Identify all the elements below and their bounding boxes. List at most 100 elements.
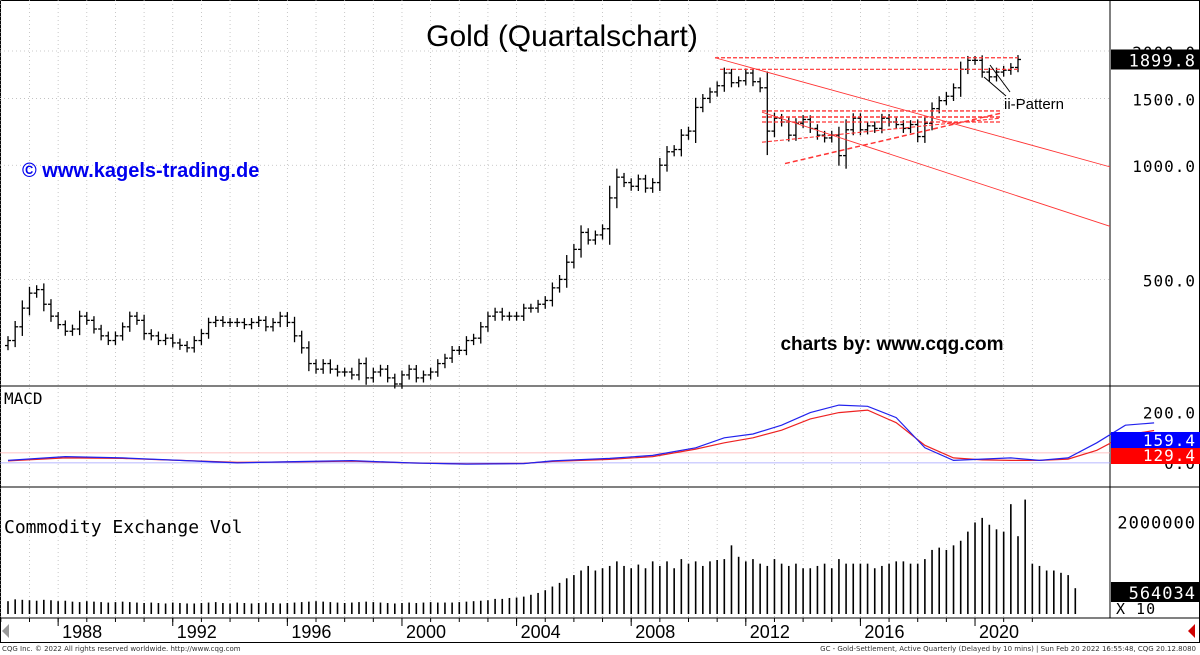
ohlc-bar — [384, 364, 391, 383]
ohlc-bar — [284, 311, 291, 327]
last-price-label: 1899.8 — [1129, 51, 1196, 71]
ohlc-bar — [914, 119, 921, 143]
ohlc-bar — [484, 311, 491, 332]
price-tick-label: 1000.0 — [1132, 157, 1196, 176]
ohlc-bar — [671, 145, 678, 157]
annotation-label: ii-Pattern — [1004, 96, 1064, 113]
ohlc-bar — [957, 61, 964, 97]
ohlc-bar — [499, 307, 506, 321]
ohlc-bar — [162, 333, 169, 346]
ohlc-bar — [692, 97, 699, 143]
ohlc-bar — [320, 359, 327, 374]
macd-tick-label: 200.0 — [1143, 404, 1196, 423]
ohlc-bar — [635, 174, 642, 191]
ohlc-bar — [298, 330, 305, 354]
ohlc-bar — [262, 316, 269, 332]
ohlc-bar — [535, 299, 542, 313]
ohlc-bar — [742, 68, 749, 86]
ohlc-bar — [470, 333, 477, 346]
ohlc-bar — [664, 146, 671, 172]
ohlc-bar — [234, 318, 241, 327]
ohlc-bar — [950, 83, 957, 101]
ohlc-bar — [391, 373, 398, 389]
ohlc-bar — [506, 311, 513, 321]
ohlc-bar — [943, 91, 950, 106]
ohlc-bar — [19, 300, 26, 336]
ohlc-bar — [341, 367, 348, 377]
macd-signal-line — [7, 409, 1155, 465]
ohlc-bar — [527, 303, 534, 313]
signal-last-box — [1111, 448, 1200, 464]
scroll-right-icon — [1188, 624, 1195, 638]
ohlc-bar — [964, 55, 971, 75]
ohlc-bar — [864, 121, 871, 135]
ohlc-bar — [828, 130, 835, 143]
ohlc-bar — [90, 316, 97, 334]
ohlc-bar — [642, 174, 649, 193]
ohlc-bar — [126, 311, 133, 332]
price-tick-label: 1500.0 — [1132, 90, 1196, 109]
ohlc-bar — [434, 359, 441, 377]
macd-last-label: 159.4 — [1143, 431, 1196, 450]
ohlc-bar — [778, 113, 785, 127]
footer-copyright: CQG Inc. © 2022 All rights reserved worl… — [2, 645, 241, 653]
price-tick-label: 500.0 — [1143, 271, 1196, 290]
ohlc-bar — [155, 331, 162, 346]
ohlc-bar — [205, 317, 212, 339]
x-tick-label: 2000 — [406, 622, 446, 642]
ohlc-bar — [893, 117, 900, 130]
volume-unit-label: X 10 — [1116, 600, 1156, 618]
ohlc-bar — [886, 113, 893, 127]
ohlc-bar — [47, 299, 54, 322]
ohlc-bar — [62, 320, 69, 336]
ohlc-bar — [406, 364, 413, 380]
ohlc-bar — [735, 76, 742, 88]
macd-line — [7, 404, 1155, 465]
ohlc-bar — [377, 364, 384, 377]
ohlc-bar — [592, 230, 599, 245]
volume-bars — [7, 499, 1077, 614]
scroll-left-icon — [2, 624, 9, 638]
ohlc-bar — [33, 285, 40, 298]
ohlc-bar — [757, 77, 764, 93]
ohlc-bar — [678, 129, 685, 157]
macd-last-box — [1111, 432, 1200, 448]
ohlc-bar — [270, 318, 277, 332]
ohlc-bar — [83, 311, 90, 325]
ohlc-bar — [907, 120, 914, 134]
ohlc-bar — [169, 333, 176, 348]
ohlc-bar — [191, 336, 198, 353]
x-tick-label: 2020 — [979, 622, 1019, 642]
ohlc-bar — [986, 67, 993, 82]
ohlc-bar — [578, 225, 585, 258]
ohlc-bar — [699, 94, 706, 113]
ohlc-bar — [148, 329, 155, 341]
ohlc-bar — [420, 370, 427, 383]
x-tick-label: 1996 — [291, 622, 331, 642]
ohlc-bar — [871, 121, 878, 133]
macd-panel-title: MACD — [4, 389, 43, 408]
ohlc-bar — [513, 311, 520, 321]
trend-channel-upper — [714, 57, 1111, 168]
x-tick-label: 1988 — [62, 622, 102, 642]
ohlc-bar — [219, 316, 226, 327]
triangle-line — [761, 117, 1001, 143]
ohlc-bar — [5, 336, 11, 351]
ohlc-bar — [606, 185, 613, 245]
volume-last-label: 564034 — [1129, 584, 1196, 604]
source-label: charts by: www.cqg.com — [780, 334, 1003, 355]
annotation-arrow — [983, 76, 1007, 97]
ohlc-bar — [76, 310, 83, 336]
ohlc-bar — [570, 243, 577, 269]
ohlc-bar — [12, 320, 19, 348]
ohlc-bar — [585, 228, 592, 245]
ohlc-bar — [721, 67, 728, 92]
annotation-arrow — [989, 64, 1011, 93]
ohlc-bar — [549, 282, 556, 307]
chart-title: Gold (Quartalschart) — [426, 20, 698, 53]
ohlc-bar — [835, 126, 842, 166]
ohlc-bar — [348, 367, 355, 380]
ohlc-bar — [706, 87, 713, 104]
ohlc-bar — [363, 357, 370, 385]
ohlc-bar — [176, 338, 183, 350]
